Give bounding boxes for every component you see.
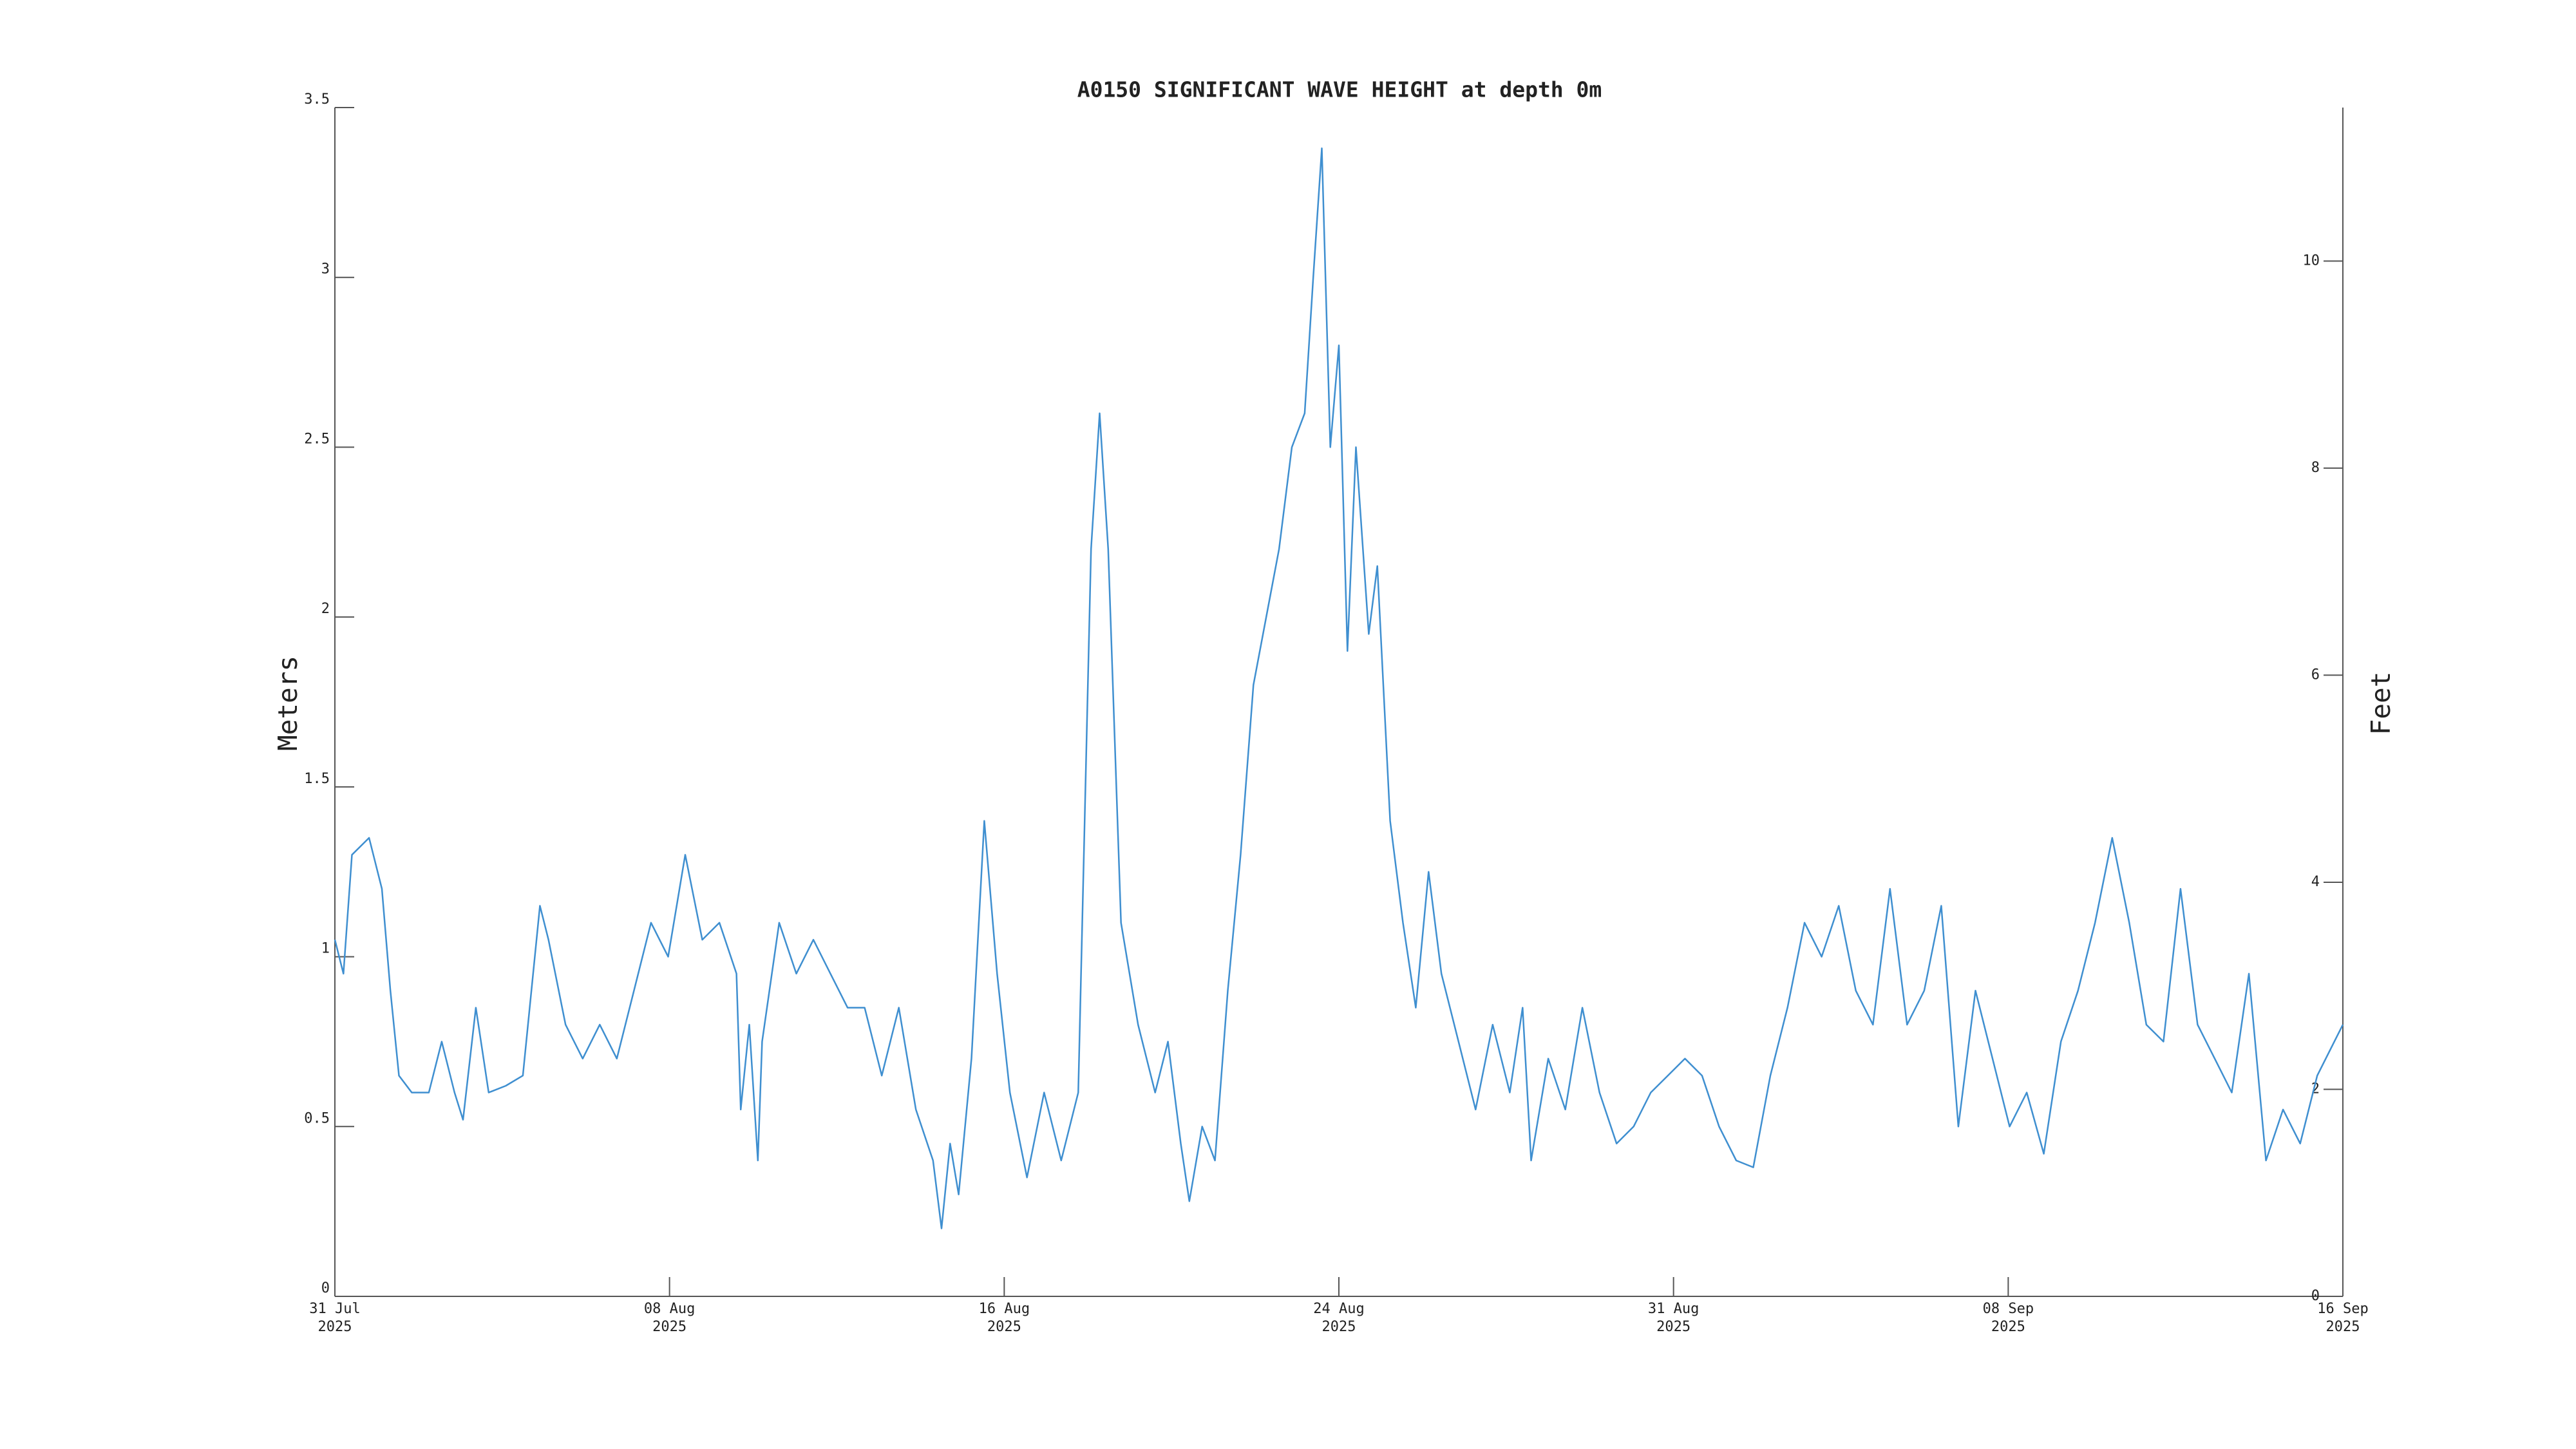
x-tick-label: 08 Sep 2025 [1982,1301,2034,1335]
y-tick-label: 2.5 [304,431,330,447]
x-tick-label: 16 Aug 2025 [978,1301,1030,1335]
y-axis-label: Meters [272,656,303,751]
y-tick-label: 3 [321,261,330,278]
y-tick-label: 0 [321,1280,330,1296]
y2-tick-label: 8 [2311,460,2320,476]
y2-tick-label: 0 [2311,1288,2320,1304]
x-tick-label: 08 Aug 2025 [643,1301,696,1335]
x-tick-label: 31 Jul 2025 [309,1301,361,1335]
y-tick-label: 2 [321,601,330,617]
x-tick-label: 31 Aug 2025 [1647,1301,1700,1335]
x-tick-label: 16 Sep 2025 [2317,1301,2369,1335]
y2-tick-label: 10 [2303,252,2320,269]
y2-tick-label: 4 [2311,874,2320,890]
y-tick-label: 1.5 [304,771,330,787]
y-tick-label: 3.5 [304,91,330,108]
data-line [334,147,2344,1229]
y-tick-label: 1 [321,941,330,957]
y-tick-label: 0.5 [304,1110,330,1126]
y2-axis-label: Feet [2365,672,2396,735]
chart-title: A0150 SIGNIFICANT WAVE HEIGHT at depth 0… [1077,77,1602,102]
x-tick-label: 24 Aug 2025 [1313,1301,1365,1335]
y2-tick-label: 6 [2311,667,2320,683]
